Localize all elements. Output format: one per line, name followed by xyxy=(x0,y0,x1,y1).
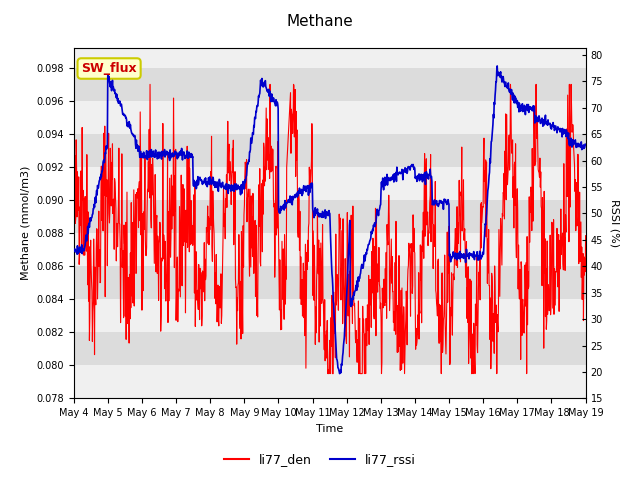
Line: li77_den: li77_den xyxy=(74,84,586,373)
li77_den xyxy=(324,371,332,376)
li77_den xyxy=(292,108,300,114)
li77_rssi xyxy=(339,349,347,355)
li77_rssi xyxy=(582,142,589,147)
Bar xyxy=(74,167,586,200)
li77_rssi xyxy=(156,149,164,155)
li77_rssi xyxy=(243,174,250,180)
li77_den xyxy=(138,155,145,160)
Bar xyxy=(74,233,586,266)
Bar xyxy=(74,365,586,398)
li77_rssi xyxy=(350,289,358,295)
li77_den xyxy=(340,274,348,280)
Bar xyxy=(74,266,586,299)
Y-axis label: RSSI (%): RSSI (%) xyxy=(610,199,620,247)
Bar xyxy=(74,200,586,233)
Bar xyxy=(74,68,586,101)
li77_rssi xyxy=(70,247,77,253)
Text: SW_flux: SW_flux xyxy=(81,62,137,75)
Bar xyxy=(74,101,586,134)
Y-axis label: Methane (mmol/m3): Methane (mmol/m3) xyxy=(20,166,31,280)
Bar xyxy=(74,134,586,167)
li77_den xyxy=(70,210,77,216)
li77_den xyxy=(146,82,154,87)
Bar xyxy=(74,299,586,332)
Text: Methane: Methane xyxy=(287,14,353,29)
li77_rssi xyxy=(292,192,300,198)
Line: li77_rssi: li77_rssi xyxy=(74,66,586,373)
Legend: li77_den, li77_rssi: li77_den, li77_rssi xyxy=(219,448,421,471)
li77_rssi xyxy=(493,63,501,69)
li77_rssi xyxy=(138,151,145,157)
X-axis label: Time: Time xyxy=(316,424,343,433)
li77_den xyxy=(243,156,250,162)
Bar xyxy=(74,332,586,365)
li77_den xyxy=(582,233,589,239)
li77_den xyxy=(156,225,164,230)
li77_den xyxy=(350,303,358,309)
li77_rssi xyxy=(336,371,344,376)
